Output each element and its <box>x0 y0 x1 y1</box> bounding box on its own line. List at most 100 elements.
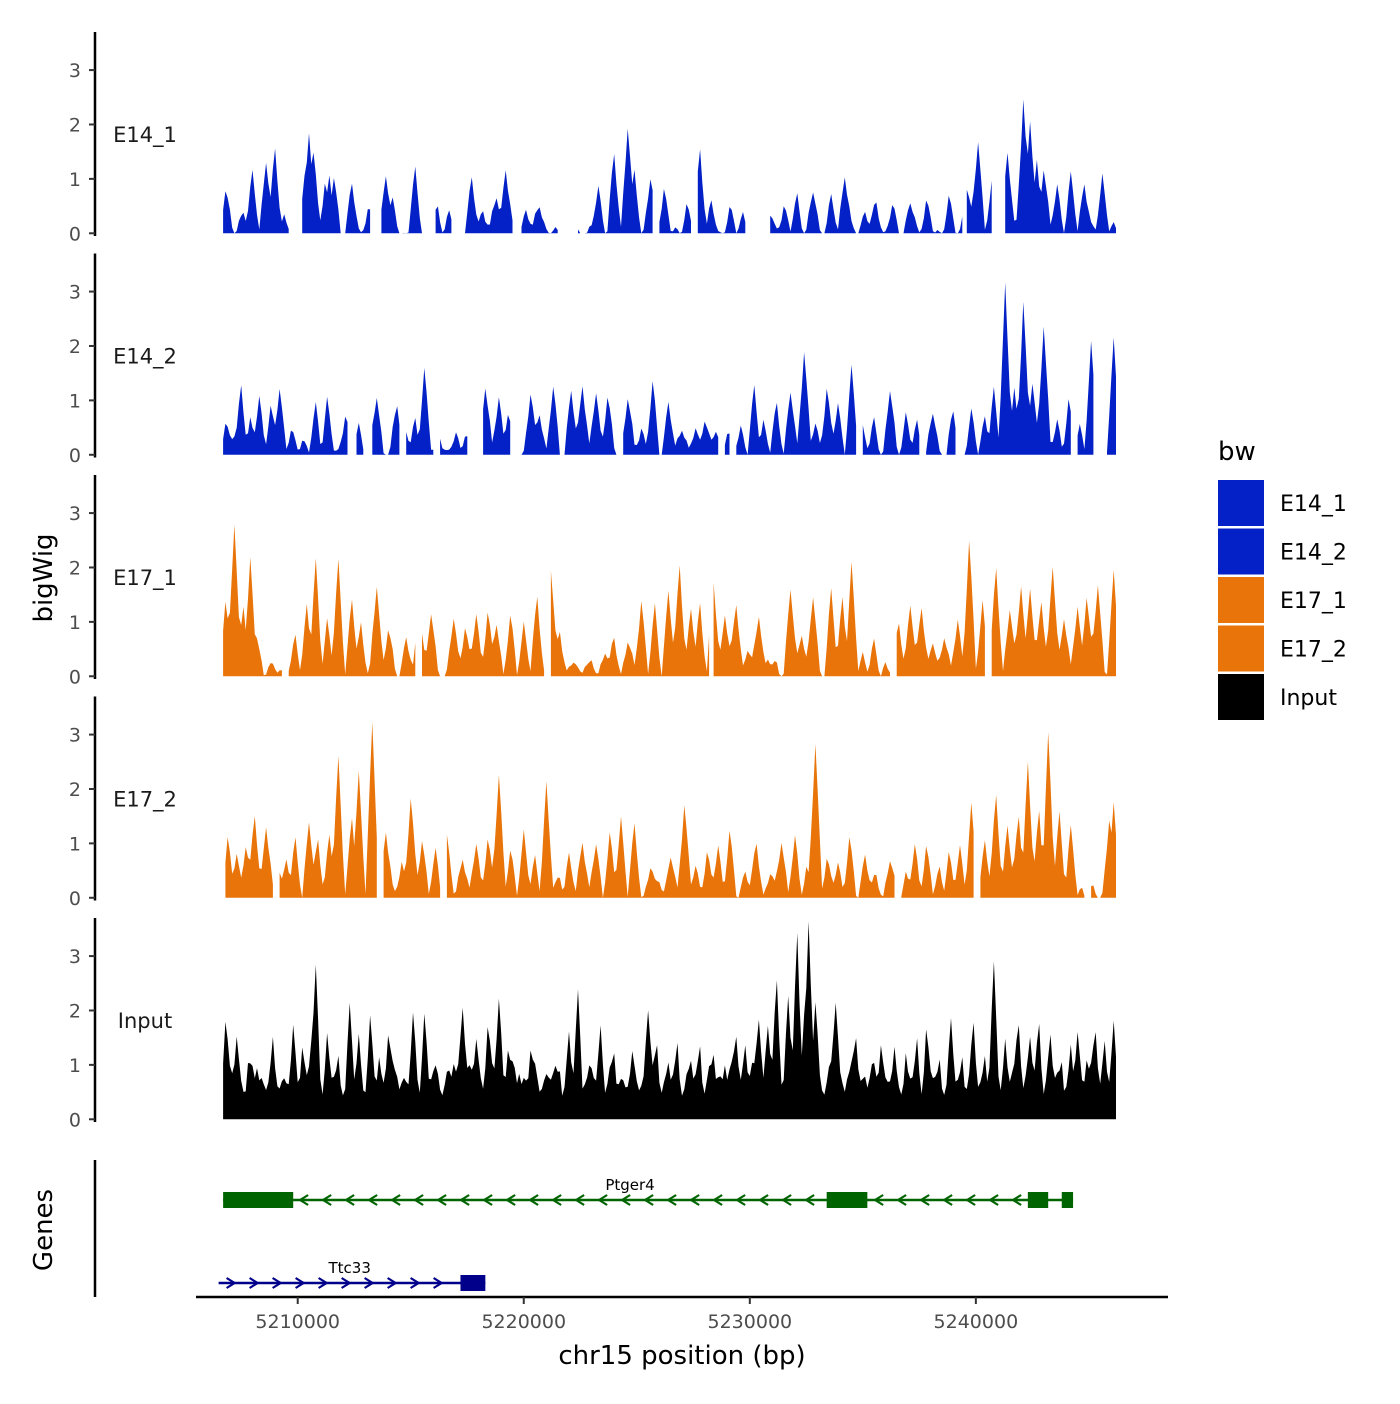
y-tick-label: 3 <box>69 60 81 82</box>
strand-arrow <box>410 1277 421 1289</box>
strand-arrow <box>367 1194 378 1206</box>
y-tick-label: 2 <box>69 336 81 358</box>
signal-area <box>422 596 545 677</box>
strand-arrow <box>689 1194 700 1206</box>
signal-area <box>1005 99 1116 234</box>
strand-arrow <box>364 1277 375 1289</box>
strand-arrow <box>482 1194 493 1206</box>
signal-area <box>225 816 273 898</box>
y-tick-label: 2 <box>69 114 81 136</box>
track-panel-E17_1: 0 1 2 3 E17_1 <box>69 475 1116 688</box>
signal-area <box>697 149 746 234</box>
strand-arrow <box>298 1194 309 1206</box>
y-tick-label: 1 <box>69 612 81 634</box>
signal-area <box>770 177 963 234</box>
strand-arrow <box>528 1194 539 1206</box>
signal-area <box>1091 802 1116 898</box>
y-tick-label: 2 <box>69 1000 81 1022</box>
legend-label: E17_2 <box>1280 638 1347 663</box>
x-tick-label: 5230000 <box>708 1311 793 1333</box>
gene-exon <box>1061 1192 1074 1208</box>
signal-area <box>578 128 653 234</box>
y-tick-label: 3 <box>69 282 81 304</box>
signal-area <box>446 744 895 898</box>
signal-area <box>736 352 857 455</box>
legend-label: Input <box>1280 686 1337 711</box>
x-tick-label: 5220000 <box>481 1311 566 1333</box>
legend-swatch <box>1218 480 1264 526</box>
signal-area <box>521 207 558 234</box>
track-label: Input <box>118 1009 172 1033</box>
gene-Ttc33: Ttc33 <box>218 1259 486 1291</box>
strand-arrow <box>341 1277 352 1289</box>
strand-arrow <box>781 1194 792 1206</box>
signal-area <box>465 170 513 234</box>
gene-exon <box>1027 1192 1049 1208</box>
signal-area <box>383 798 441 898</box>
track-panel-Input: 0 1 2 3 Input <box>69 918 1117 1131</box>
y-tick-label: 0 <box>69 1109 81 1131</box>
signal-area <box>659 188 691 234</box>
strand-arrow <box>436 1194 447 1206</box>
signal-area <box>440 432 468 455</box>
legend-swatch <box>1218 625 1264 672</box>
signal-area <box>223 148 289 234</box>
gene-exon <box>460 1275 486 1291</box>
signal-area <box>901 802 974 898</box>
strand-arrow <box>758 1194 769 1206</box>
track-label: E17_1 <box>113 566 177 591</box>
y-tick-label: 3 <box>69 725 81 747</box>
strand-arrow <box>873 1194 884 1206</box>
gene-exon <box>223 1192 294 1208</box>
gene-Ptger4: Ptger4 <box>223 1176 1074 1208</box>
signal-area <box>862 391 920 455</box>
signal-area <box>517 386 617 455</box>
signal-area <box>223 385 348 455</box>
legend-title: bw <box>1218 437 1256 467</box>
strand-arrow <box>459 1194 470 1206</box>
strand-arrow <box>896 1194 907 1206</box>
signal-area <box>372 398 400 455</box>
track-label: E17_2 <box>113 788 177 813</box>
track-label: E14_1 <box>113 123 177 148</box>
strand-arrow <box>965 1194 976 1206</box>
strand-arrow <box>666 1194 677 1206</box>
strand-arrow <box>321 1194 332 1206</box>
y-tick-label: 0 <box>69 666 81 688</box>
signal-area <box>713 561 890 677</box>
signal-area <box>980 732 1085 898</box>
genes-axis-title: Genes <box>29 1189 59 1271</box>
y-tick-label: 0 <box>69 223 81 245</box>
signal-area <box>435 206 452 234</box>
y-tick-label: 1 <box>69 169 81 191</box>
gene-label: Ttc33 <box>328 1259 371 1277</box>
y-tick-label: 1 <box>69 833 81 855</box>
signal-area <box>1107 337 1116 455</box>
signal-area <box>223 921 1117 1120</box>
signal-area <box>991 566 1116 677</box>
y-tick-label: 2 <box>69 779 81 801</box>
gene-track: Ptger4 Ttc33 <box>93 1160 1074 1297</box>
signal-area <box>724 433 730 455</box>
signal-area <box>964 282 1071 455</box>
strand-arrow <box>413 1194 424 1206</box>
signal-area <box>288 558 416 677</box>
legend-swatch <box>1218 577 1264 623</box>
strand-arrow <box>1011 1194 1022 1206</box>
strand-arrow <box>390 1194 401 1206</box>
y-tick-label: 0 <box>69 888 81 910</box>
signal-area <box>406 367 434 455</box>
strand-arrow <box>942 1194 953 1206</box>
y-tick-label: 0 <box>69 445 81 467</box>
legend-label: E17_1 <box>1280 589 1347 614</box>
strand-arrow <box>344 1194 355 1206</box>
x-axis-title: chr15 position (bp) <box>558 1341 805 1371</box>
legend-swatch <box>1218 674 1264 720</box>
coverage-tracks: 0 1 2 3 E14_1 0 1 2 3 E14_2 0 1 2 3 E17_1 0 1 2 3 E17_2 0 1 2 3… <box>69 32 1117 1131</box>
strand-arrow <box>226 1277 237 1289</box>
signal-area <box>223 524 282 677</box>
legend: bw E14_1 E14_2 E17_1 E17_2 Input <box>1218 437 1347 720</box>
track-label: E14_2 <box>113 345 177 370</box>
